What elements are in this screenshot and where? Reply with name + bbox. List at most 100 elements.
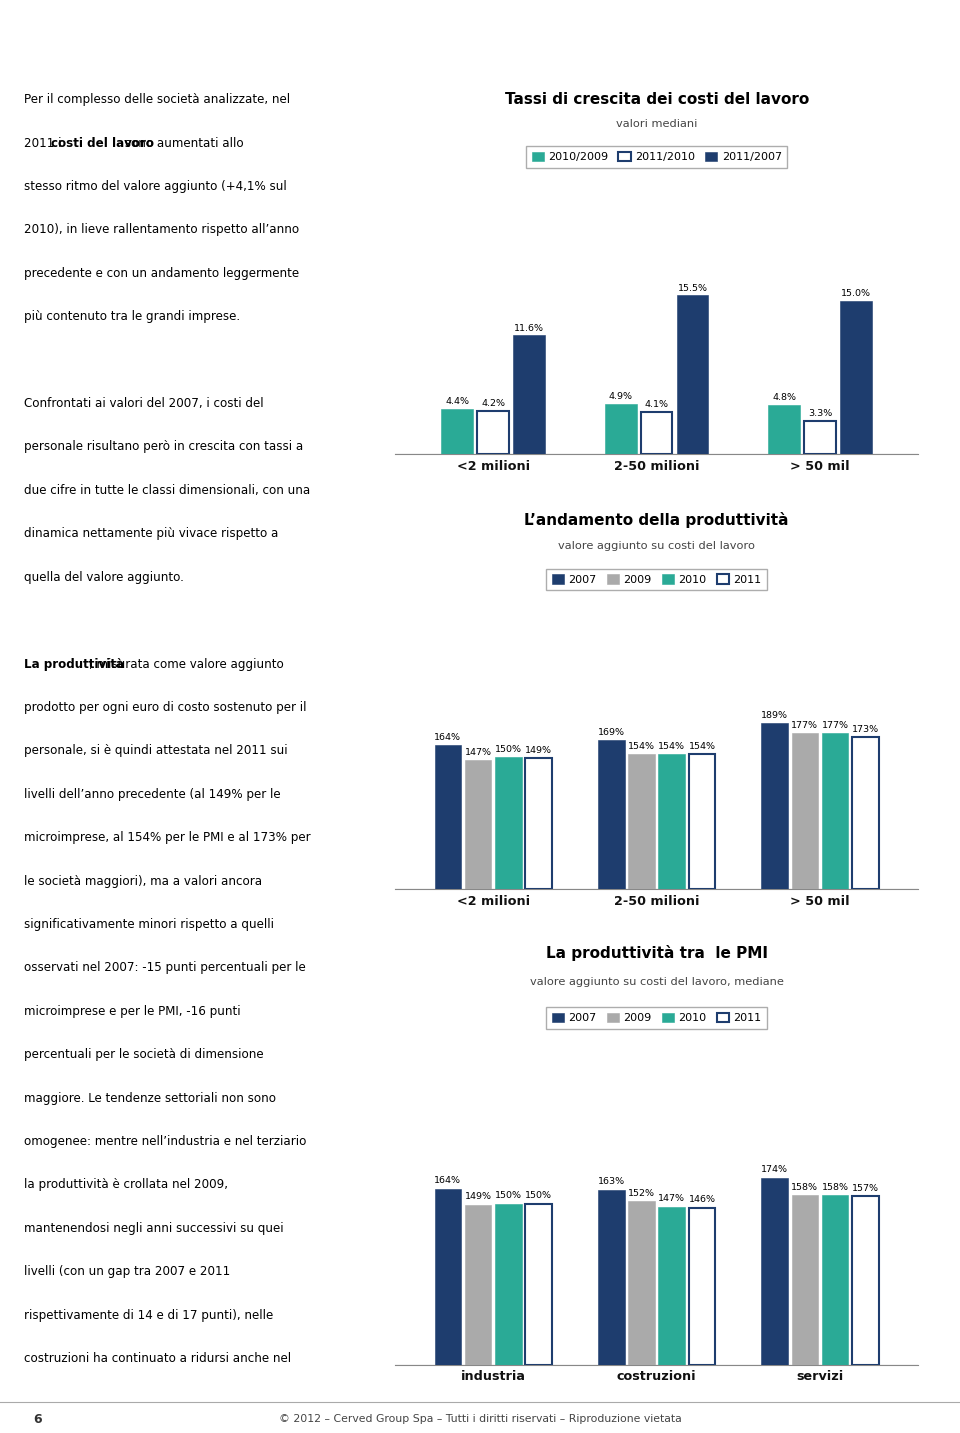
Text: microimprese e per le PMI, -16 punti: microimprese e per le PMI, -16 punti	[24, 1005, 241, 1017]
Text: © 2012 – Cerved Group Spa – Tutti i diritti riservati – Riproduzione vietata: © 2012 – Cerved Group Spa – Tutti i diri…	[278, 1414, 682, 1424]
Bar	[598, 741, 625, 890]
Text: 158%: 158%	[822, 1182, 849, 1192]
Text: rispettivamente di 14 e di 17 punti), nelle: rispettivamente di 14 e di 17 punti), ne…	[24, 1308, 274, 1321]
Legend: 2007, 2009, 2010, 2011: 2007, 2009, 2010, 2011	[546, 569, 767, 590]
Bar	[792, 1195, 818, 1364]
Text: 163%: 163%	[598, 1178, 625, 1187]
Text: 149%: 149%	[525, 747, 552, 755]
Text: , misurata come valore aggiunto: , misurata come valore aggiunto	[89, 658, 284, 671]
Text: 2010), in lieve rallentamento rispetto all’anno: 2010), in lieve rallentamento rispetto a…	[24, 224, 300, 236]
Text: valore aggiunto su costi del lavoro, mediane: valore aggiunto su costi del lavoro, med…	[530, 977, 783, 986]
Text: precedente e con un andamento leggermente: precedente e con un andamento leggerment…	[24, 267, 300, 279]
Legend: 2010/2009, 2011/2010, 2011/2007: 2010/2009, 2011/2010, 2011/2007	[526, 146, 787, 168]
Bar	[495, 1204, 521, 1364]
Text: 150%: 150%	[525, 1191, 552, 1201]
Bar	[768, 406, 800, 454]
Text: maggiore. Le tendenze settoriali non sono: maggiore. Le tendenze settoriali non son…	[24, 1092, 276, 1105]
Bar	[761, 1178, 788, 1364]
Text: mantenendosi negli anni successivi su quei: mantenendosi negli anni successivi su qu…	[24, 1222, 283, 1235]
Text: 164%: 164%	[435, 732, 462, 742]
Bar	[804, 420, 836, 454]
Text: 150%: 150%	[494, 745, 522, 754]
Text: 4.4%: 4.4%	[445, 397, 469, 407]
Text: 157%: 157%	[852, 1184, 878, 1192]
Bar	[659, 754, 685, 890]
Text: costruzioni ha continuato a ridursi anche nel: costruzioni ha continuato a ridursi anch…	[24, 1353, 291, 1366]
Text: 147%: 147%	[659, 1195, 685, 1204]
Text: 177%: 177%	[822, 721, 849, 731]
Bar	[761, 722, 788, 890]
Text: quella del valore aggiunto.: quella del valore aggiunto.	[24, 570, 184, 583]
Text: 174%: 174%	[761, 1165, 788, 1175]
Text: 169%: 169%	[598, 728, 625, 738]
Legend: 2007, 2009, 2010, 2011: 2007, 2009, 2010, 2011	[546, 1007, 767, 1029]
Bar	[852, 1197, 878, 1364]
Text: 4.8%: 4.8%	[772, 393, 796, 403]
Text: 154%: 154%	[659, 742, 685, 751]
Text: Tassi di crescita dei costi del lavoro: Tassi di crescita dei costi del lavoro	[505, 92, 808, 107]
Text: 152%: 152%	[628, 1189, 655, 1198]
Text: 150%: 150%	[494, 1191, 522, 1201]
Text: costi del lavoro: costi del lavoro	[52, 136, 155, 149]
Text: personale, si è quindi attestata nel 2011 sui: personale, si è quindi attestata nel 201…	[24, 744, 288, 757]
Bar	[688, 754, 715, 890]
Bar	[659, 1207, 685, 1364]
Bar	[525, 758, 552, 890]
Text: valori mediani: valori mediani	[616, 119, 697, 129]
Text: 11.6%: 11.6%	[515, 324, 544, 332]
Bar	[598, 1189, 625, 1364]
Text: ●: ●	[95, 14, 129, 53]
Text: 164%: 164%	[435, 1176, 462, 1185]
Text: sono aumentati allo: sono aumentati allo	[121, 136, 244, 149]
Bar	[525, 1204, 552, 1364]
Bar	[641, 413, 672, 454]
Bar	[677, 295, 708, 454]
Text: 147%: 147%	[465, 748, 492, 757]
Text: valore aggiunto su costi del lavoro: valore aggiunto su costi del lavoro	[558, 540, 756, 550]
Text: 177%: 177%	[791, 721, 819, 731]
Text: più contenuto tra le grandi imprese.: più contenuto tra le grandi imprese.	[24, 310, 240, 324]
Text: livelli (con un gap tra 2007 e 2011: livelli (con un gap tra 2007 e 2011	[24, 1265, 230, 1278]
Text: 15.5%: 15.5%	[678, 284, 708, 292]
Text: percentuali per le società di dimensione: percentuali per le società di dimensione	[24, 1048, 264, 1062]
Text: 6: 6	[34, 1413, 42, 1426]
Text: omogenee: mentre nell’industria e nel terziario: omogenee: mentre nell’industria e nel te…	[24, 1135, 306, 1148]
Text: 4.1%: 4.1%	[645, 400, 669, 410]
Text: significativamente minori rispetto a quelli: significativamente minori rispetto a que…	[24, 919, 274, 931]
Bar	[792, 734, 818, 890]
Text: due cifre in tutte le classi dimensionali, con una: due cifre in tutte le classi dimensional…	[24, 484, 310, 497]
Bar	[465, 759, 492, 890]
Bar	[477, 411, 509, 454]
Text: 4.9%: 4.9%	[609, 393, 633, 401]
Text: La produttività tra  le PMI: La produttività tra le PMI	[545, 944, 768, 962]
Text: 2011 i: 2011 i	[24, 136, 65, 149]
Bar	[840, 301, 872, 454]
Bar	[442, 410, 473, 454]
Text: 158%: 158%	[791, 1182, 819, 1192]
Text: 146%: 146%	[688, 1195, 715, 1205]
Bar	[435, 1188, 461, 1364]
Text: prodotto per ogni euro di costo sostenuto per il: prodotto per ogni euro di costo sostenut…	[24, 701, 306, 714]
Bar	[822, 734, 849, 890]
Text: stesso ritmo del valore aggiunto (+4,1% sul: stesso ritmo del valore aggiunto (+4,1% …	[24, 181, 287, 193]
Bar	[495, 757, 521, 890]
Text: Cerved Group: Cerved Group	[152, 16, 431, 50]
Bar	[514, 335, 545, 454]
Text: microimprese, al 154% per le PMI e al 173% per: microimprese, al 154% per le PMI e al 17…	[24, 831, 311, 844]
Text: osservati nel 2007: -15 punti percentuali per le: osservati nel 2007: -15 punti percentual…	[24, 962, 305, 974]
Bar	[852, 737, 878, 890]
Bar	[435, 745, 461, 890]
Text: 154%: 154%	[688, 742, 715, 751]
Text: dinamica nettamente più vivace rispetto a: dinamica nettamente più vivace rispetto …	[24, 527, 278, 540]
Bar	[628, 1201, 655, 1364]
Bar	[822, 1195, 849, 1364]
Text: la produttività è crollata nel 2009,: la produttività è crollata nel 2009,	[24, 1178, 228, 1191]
Text: 189%: 189%	[761, 711, 788, 719]
Text: 15.0%: 15.0%	[841, 288, 871, 298]
Text: L’andamento della produttività: L’andamento della produttività	[524, 512, 789, 529]
Text: personale risultano però in crescita con tassi a: personale risultano però in crescita con…	[24, 440, 303, 453]
Text: livelli dell’anno precedente (al 149% per le: livelli dell’anno precedente (al 149% pe…	[24, 788, 280, 801]
Text: Confrontati ai valori del 2007, i costi del: Confrontati ai valori del 2007, i costi …	[24, 397, 264, 410]
Text: 173%: 173%	[852, 725, 879, 734]
Text: le società maggiori), ma a valori ancora: le società maggiori), ma a valori ancora	[24, 874, 262, 887]
